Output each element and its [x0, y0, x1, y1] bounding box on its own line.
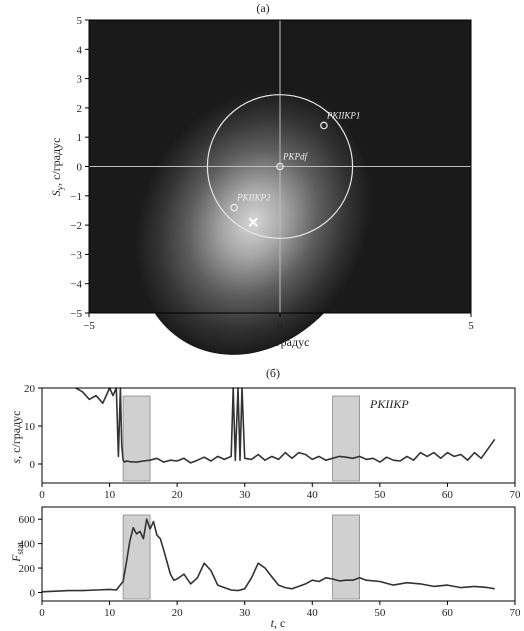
slowness-shaded-window [332, 395, 360, 482]
slowness-frame [41, 387, 516, 484]
heatmap-y-tick-label: −5 [70, 308, 82, 320]
fstat-shaded-window [332, 514, 360, 600]
heatmap-x-tick-label: −5 [83, 320, 95, 332]
heatmap-panel: PKIIKP1 PKPdf PKIIKP2 [89, 20, 471, 355]
slowness-x-tick-label: 60 [442, 489, 454, 501]
fstat-x-tick-label: 10 [104, 607, 116, 619]
point-label-PKPdf: PKPdf [282, 152, 308, 162]
heatmap-y-tick-label: 4 [77, 44, 83, 56]
heatmap-x-axis-label: Sx, с/градус [251, 335, 310, 351]
heatmap-y-tick-label: −2 [70, 220, 82, 232]
heatmap-axes: −5 0 5 −5 −4 −3 −2 −1 0 1 2 3 4 5 [70, 15, 474, 332]
slowness-x-tick-label: 70 [510, 489, 522, 501]
fstat-axis-label: Fstat [9, 542, 25, 563]
slowness-series-line [75, 387, 496, 464]
heatmap-y-tick-label: −4 [70, 279, 82, 291]
fstat-x-tick-label: 0 [39, 607, 45, 619]
fstat-y-tick-label: 0 [30, 587, 36, 599]
slowness-panel: 0 10 20 30 40 50 60 70 0 10 20 [24, 383, 521, 501]
point-marker-PKPdf [276, 162, 284, 171]
time-axis-label: t, с [271, 616, 286, 630]
heatmap-y-tick-label: 2 [77, 103, 83, 115]
slowness-x-tick-label: 0 [39, 489, 45, 501]
fstat-x-tick-label: 40 [307, 607, 319, 619]
slowness-circle [206, 94, 354, 239]
slowness-axis-label: s, с/градус [9, 410, 23, 463]
fstat-y-tick-label: 600 [19, 514, 36, 526]
heatmap-y-tick-label: 1 [77, 132, 83, 144]
heatmap-y-axis-label: Sy, с/градус [49, 138, 65, 197]
slowness-y-tick-label: 20 [24, 383, 36, 395]
fstat-y-tick-label: 400 [19, 539, 36, 551]
fstat-x-tick-label: 50 [374, 607, 386, 619]
slowness-x-tick-label: 40 [307, 489, 319, 501]
fstat-series-line [41, 518, 495, 593]
heatmap-y-tick-label: −3 [70, 249, 82, 261]
heatmap-y-tick-label: 5 [77, 15, 83, 27]
heatmap-x-tick-label: 5 [468, 320, 474, 332]
fstat-y-tick-label: 200 [19, 563, 36, 575]
point-marker-PKIIKP2 [230, 203, 238, 212]
fstat-x-tick-label: 20 [172, 607, 184, 619]
point-marker-PKIIKP1 [320, 121, 328, 130]
slowness-x-tick-label: 20 [172, 489, 184, 501]
slowness-y-tick-label: 0 [30, 459, 36, 471]
heatmap-y-tick-label: 0 [77, 162, 83, 174]
fstat-frame [41, 506, 516, 602]
slowness-shaded-window [122, 395, 151, 482]
fstat-x-tick-label: 30 [239, 607, 251, 619]
slowness-x-tick-label: 30 [239, 489, 251, 501]
slowness-y-tick-label: 10 [24, 421, 36, 433]
fstat-panel: 0 10 20 30 40 50 60 70 0 200 400 600 [19, 506, 522, 619]
series-label: PKIIKP [369, 397, 409, 411]
heatmap-y-tick-label: 3 [77, 74, 83, 86]
point-label-PKIIKP1: PKIIKP1 [326, 110, 361, 120]
slowness-x-tick-label: 50 [374, 489, 386, 501]
max-marker [248, 217, 258, 227]
panel-b-label: (б) [266, 366, 280, 380]
slowness-x-tick-label: 10 [104, 489, 116, 501]
heatmap-y-tick-label: −1 [70, 191, 82, 203]
heatmap-x-tick-label: 0 [277, 320, 283, 332]
panel-a-label: (а) [256, 1, 269, 15]
point-label-PKIIKP2: PKIIKP2 [236, 193, 271, 203]
fstat-x-tick-label: 70 [510, 607, 522, 619]
fstat-x-tick-label: 60 [442, 607, 454, 619]
